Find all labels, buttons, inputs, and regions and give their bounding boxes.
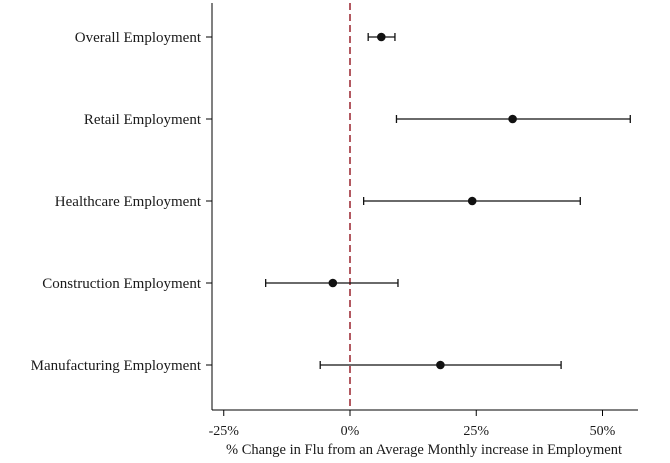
category-label: Construction Employment <box>42 276 202 292</box>
category-label: Retail Employment <box>84 112 202 128</box>
x-tick-label: 0% <box>341 424 360 439</box>
category-label: Manufacturing Employment <box>31 358 202 374</box>
category-label: Overall Employment <box>75 30 202 46</box>
x-axis-label: % Change in Flu from an Average Monthly … <box>226 442 622 458</box>
point-estimate <box>328 278 338 288</box>
point-estimate <box>436 360 445 370</box>
x-tick-label: 50% <box>590 424 616 439</box>
x-tick-label: -25% <box>209 424 240 439</box>
point-estimate <box>467 196 477 206</box>
x-tick-label: 25% <box>463 424 489 439</box>
estimate-rows: Overall Employment Retail Employment Healt… <box>31 30 631 374</box>
point-estimate <box>508 114 517 124</box>
point-estimate <box>377 32 386 42</box>
category-label: Healthcare Employment <box>55 194 202 210</box>
x-ticks: -25% 0% 25% 50% <box>209 410 616 439</box>
